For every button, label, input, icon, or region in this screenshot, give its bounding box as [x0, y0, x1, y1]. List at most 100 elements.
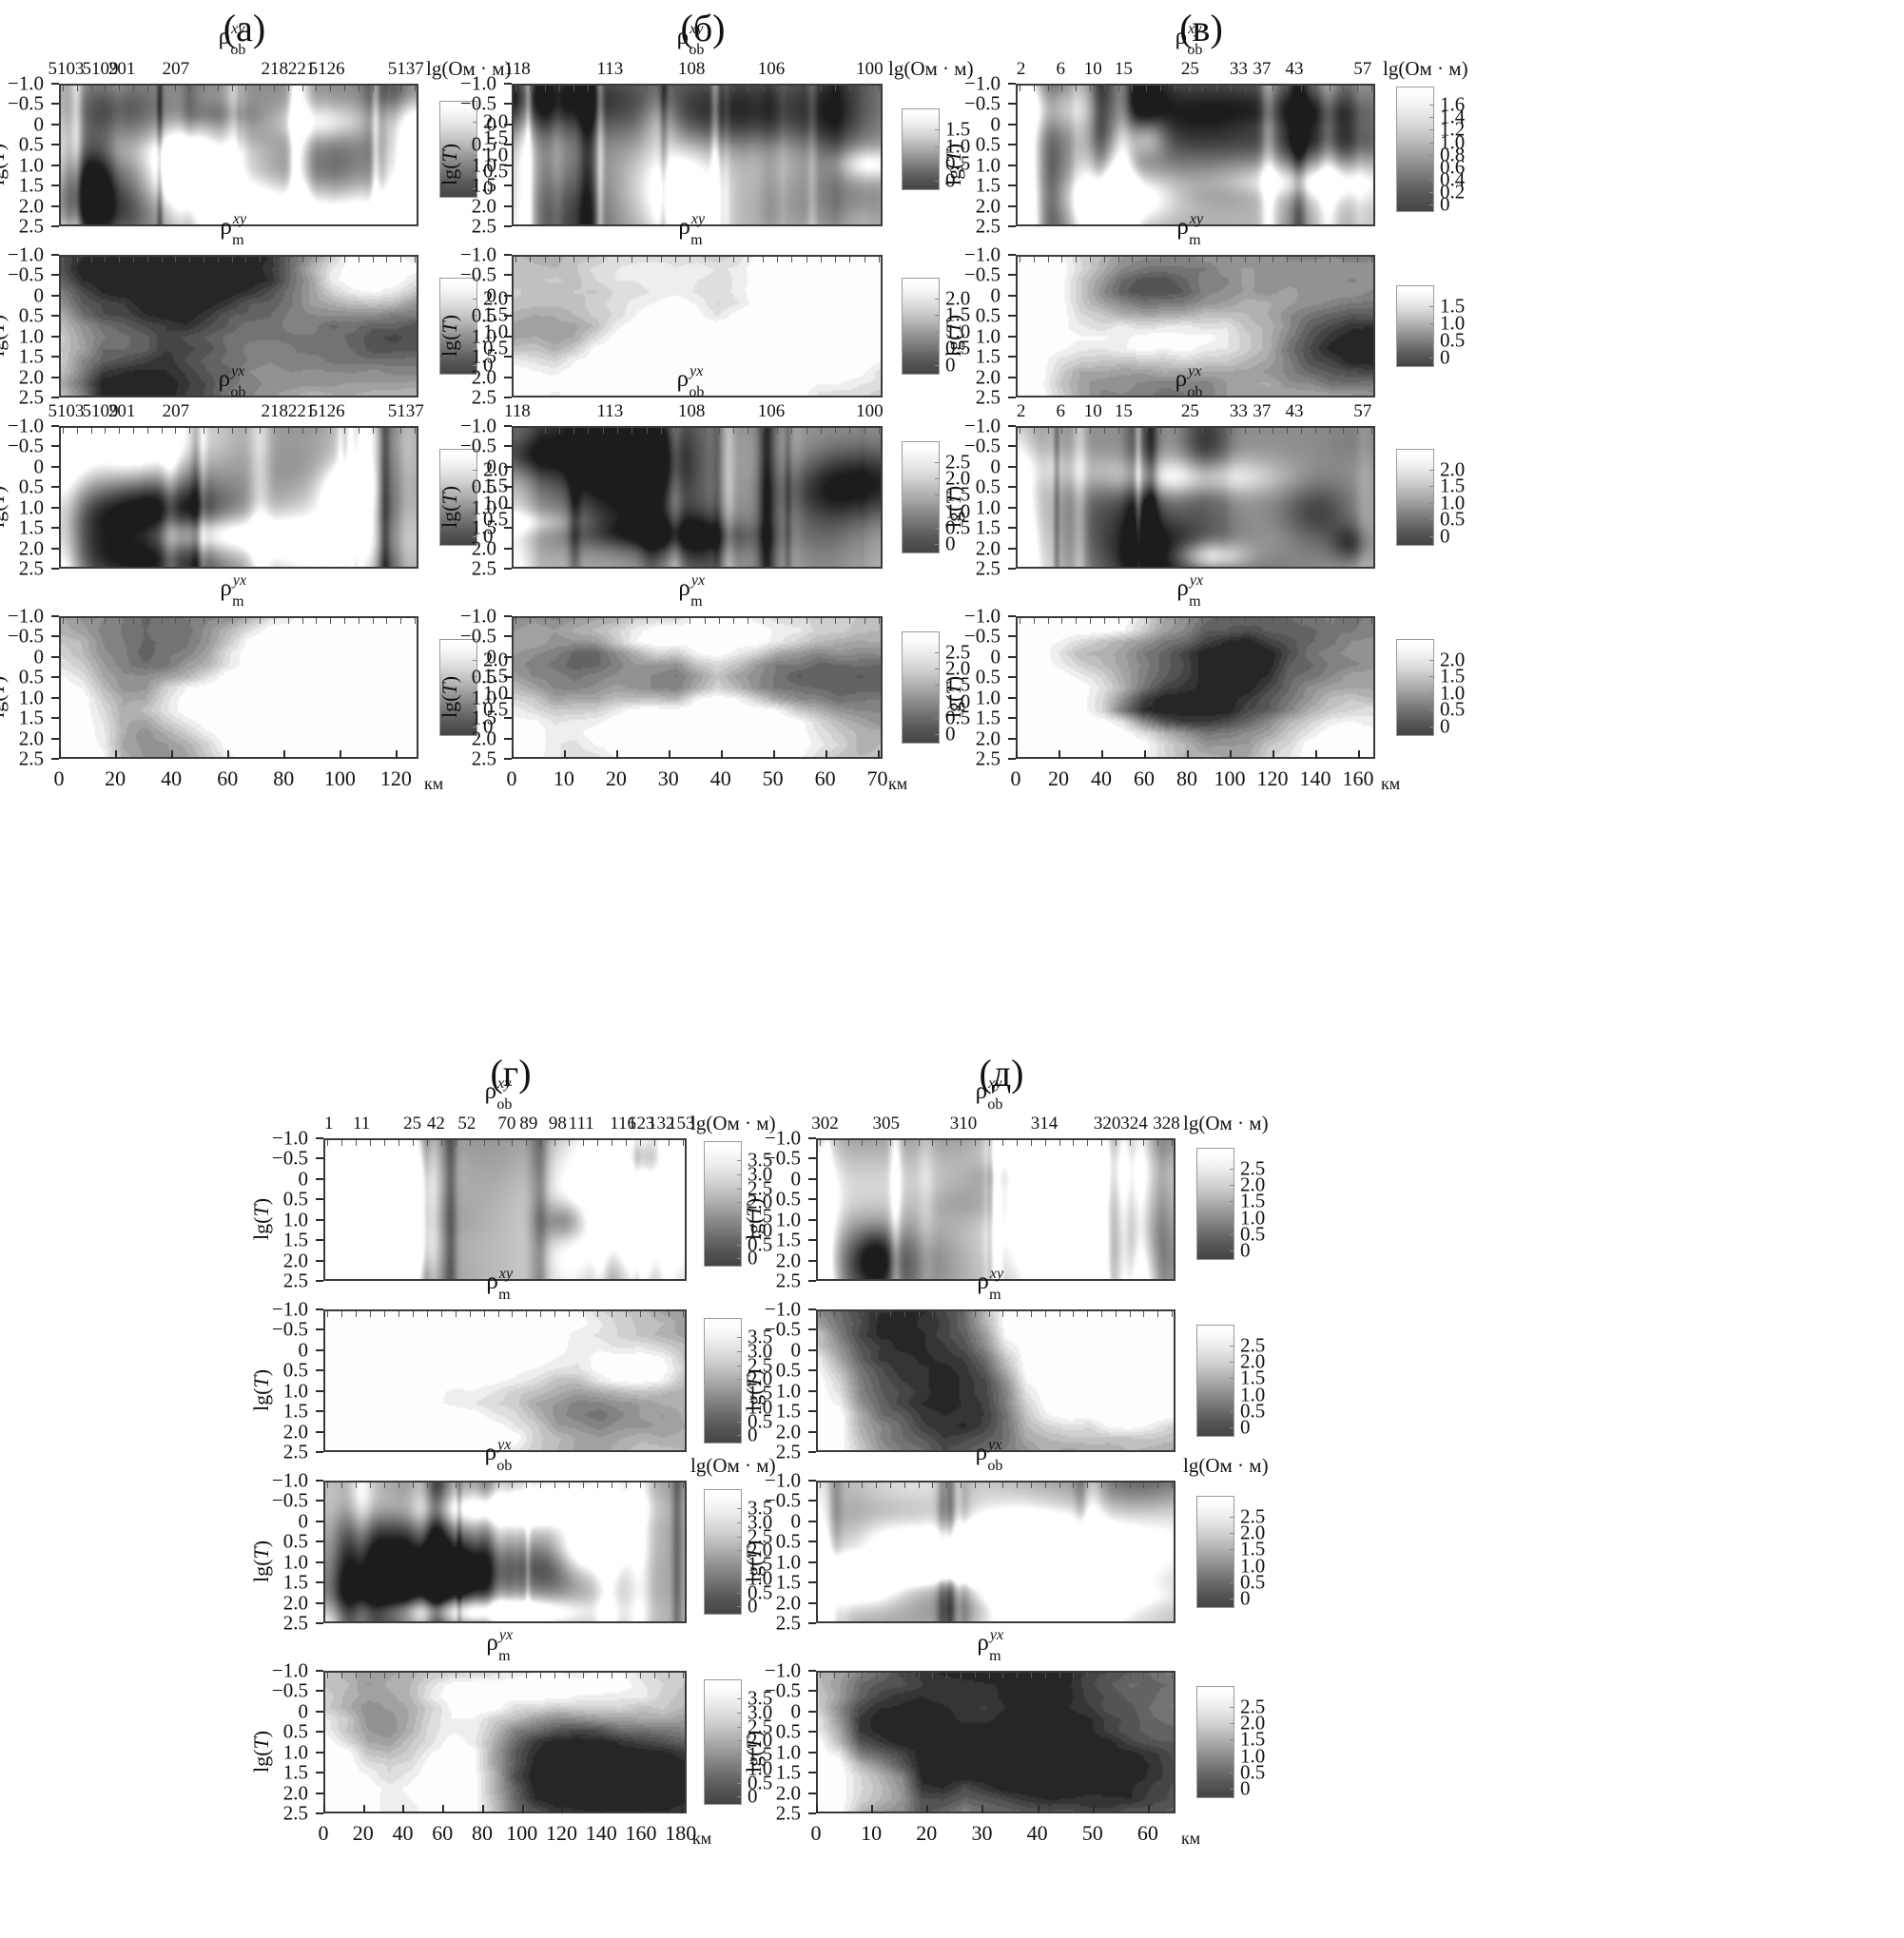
top-tick: [512, 1673, 514, 1678]
x-tick-label: 180: [665, 1821, 697, 1845]
colorbar-tick-label: 2.0: [1240, 1711, 1266, 1735]
top-tick: [903, 1311, 905, 1317]
top-tick: [1129, 1311, 1131, 1317]
y-tick-label: 0: [790, 1167, 802, 1191]
top-tick: [515, 257, 516, 262]
top-tick: [1087, 1673, 1089, 1678]
y-tick-label: 1.5: [975, 706, 1001, 729]
site-label: 98: [548, 1114, 567, 1134]
y-tick-label: −1.0: [271, 1126, 308, 1150]
top-tick: [879, 86, 880, 91]
pseudosection-image: [325, 1673, 685, 1812]
top-tick: [654, 1673, 656, 1678]
top-tick: [1044, 1483, 1046, 1488]
site-label: 132: [648, 1114, 675, 1134]
top-tick: [806, 618, 807, 624]
colorbar-title-d-0: lg(Ом · м): [1183, 1112, 1269, 1134]
top-tick: [287, 618, 289, 624]
y-tick: [51, 445, 59, 448]
top-tick: [175, 618, 177, 624]
top-tick: [932, 1483, 934, 1488]
top-tick: [918, 1673, 920, 1678]
site-labels-a-0: 5103 5109 201 207 218 221 5126 5137: [49, 59, 424, 82]
row-title-d-m_yx: ρyxm: [977, 1627, 1004, 1665]
site-labels-a-2: 5103 5109 201 207 218 221 5126 5137: [49, 401, 424, 424]
x-tick-label: 10: [553, 766, 574, 790]
top-tick: [961, 1311, 962, 1317]
top-tick: [133, 257, 134, 262]
site-label: 5109: [82, 59, 119, 79]
y-tick-label: −1.0: [271, 1297, 308, 1321]
y-tick-label: −1.0: [459, 242, 496, 266]
y-tick-label: 2.0: [18, 536, 44, 560]
x-tick: [1358, 750, 1360, 759]
y-axis-title-g-2: lg(T): [249, 1540, 273, 1582]
top-tick: [1301, 257, 1302, 262]
y-tick: [316, 1280, 323, 1282]
top-tick: [1231, 86, 1232, 91]
y-tick: [1008, 103, 1016, 106]
y-tick-label: 0: [486, 112, 497, 136]
colorbar-tick-label: 1.5: [1440, 474, 1466, 497]
top-tick: [718, 428, 720, 434]
y-tick: [504, 758, 512, 760]
y-axis-title-b-3: lg(T): [437, 675, 461, 718]
y-tick-label: 0.5: [775, 1719, 801, 1743]
top-tick: [455, 1483, 457, 1488]
top-tick: [217, 618, 219, 624]
x-tick-label: 10: [861, 1821, 883, 1845]
y-tick-label: 1.5: [775, 1570, 801, 1594]
plot-d-ob_yx: [816, 1481, 1175, 1623]
top-tick: [974, 1483, 976, 1488]
top-tick: [1314, 618, 1316, 624]
colorbar-tick-mark: [737, 1393, 742, 1395]
colorbar-tick-mark: [935, 180, 940, 182]
top-tick: [412, 1140, 414, 1146]
top-tick: [1103, 618, 1105, 624]
colorbar-tick-label: 0: [748, 1246, 758, 1269]
top-tick: [316, 257, 318, 262]
y-tick-label: 0.5: [282, 1358, 308, 1382]
row-title-a-m_xy: ρxym: [220, 211, 247, 249]
x-tick: [1315, 750, 1317, 759]
y-tick-label: 0.5: [975, 132, 1001, 156]
y-tick: [808, 1560, 816, 1563]
top-tick: [383, 1140, 385, 1146]
y-tick-label: 0.5: [18, 303, 44, 327]
y-tick-label: 1.0: [282, 1550, 308, 1574]
top-tick: [626, 1673, 628, 1678]
x-tick-label: 0: [1010, 766, 1021, 790]
top-tick: [849, 257, 851, 262]
y-tick: [316, 1690, 323, 1693]
y-tick-label: −0.5: [963, 624, 1001, 648]
x-tick: [601, 1805, 604, 1813]
colorbar-tick-mark: [737, 1173, 742, 1175]
colorbar-tick-mark: [1429, 105, 1434, 107]
top-tick: [588, 86, 590, 91]
top-tick: [806, 428, 807, 434]
colorbar-tick-mark: [935, 527, 940, 529]
colorbar-tick-label: 0: [945, 532, 956, 555]
site-label: 113: [596, 401, 624, 421]
plot-b-m_xy: [512, 255, 883, 397]
top-tick: [1216, 86, 1218, 91]
y-tick: [1008, 164, 1016, 166]
row-title-b-ob_yx: ρyxob: [676, 363, 705, 401]
y-tick-label: 2.0: [18, 365, 44, 389]
y-tick-label: 1.5: [471, 173, 496, 197]
site-label: 100: [856, 401, 884, 421]
site-label: 302: [811, 1114, 839, 1134]
top-tick: [340, 1140, 342, 1146]
top-tick: [876, 1140, 878, 1146]
top-tick: [146, 86, 148, 91]
colorbar-tick-mark: [473, 298, 477, 300]
colorbar-tick-mark: [935, 128, 940, 130]
top-tick: [1371, 618, 1372, 624]
top-tick: [63, 428, 64, 434]
top-tick: [245, 618, 247, 624]
top-tick: [544, 86, 546, 91]
colorbar-tick-mark: [737, 1606, 742, 1608]
colorbar-tick-label: 1.0: [945, 320, 971, 343]
y-tick: [1008, 465, 1016, 468]
y-tick-label: 1.0: [282, 1740, 308, 1764]
